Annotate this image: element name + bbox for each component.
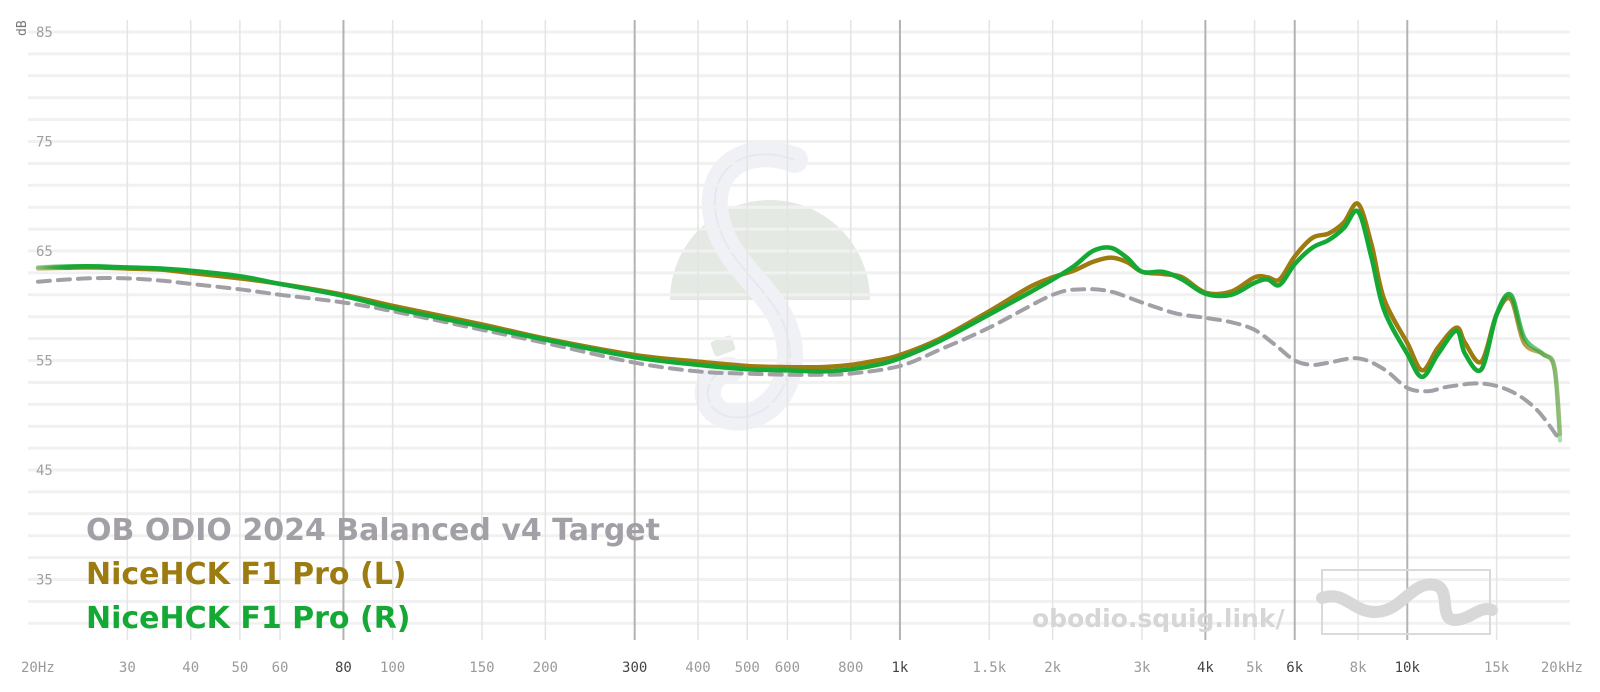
x-tick-label: 8k bbox=[1350, 660, 1367, 676]
x-tick-label: 4k bbox=[1197, 660, 1214, 676]
target-curve bbox=[36, 276, 1562, 443]
grid-lines bbox=[28, 20, 1570, 640]
x-tick-label: 60 bbox=[272, 660, 289, 676]
y-axis-ticks: 85 75 65 55 45 35 bbox=[36, 25, 53, 589]
site-watermark: obodio.squig.link/ bbox=[1032, 604, 1285, 633]
legend-entry-target: OB ODIO 2024 Balanced v4 Target bbox=[86, 513, 660, 548]
x-tick-label: 3k bbox=[1134, 660, 1151, 676]
squig-wave-icon bbox=[1316, 569, 1498, 635]
y-tick-label: 75 bbox=[36, 135, 53, 151]
y-axis-label: dB bbox=[15, 20, 30, 36]
x-tick-label: 200 bbox=[533, 660, 558, 676]
x-tick-label: 80 bbox=[335, 660, 352, 676]
x-tick-label: 150 bbox=[469, 660, 494, 676]
x-tick-label: 500 bbox=[735, 660, 760, 676]
legend: OB ODIO 2024 Balanced v4 Target NiceHCK … bbox=[86, 513, 660, 636]
y-tick-label: 35 bbox=[36, 573, 53, 589]
x-tick-label: 6k bbox=[1286, 660, 1303, 676]
x-tick-label: 600 bbox=[775, 660, 800, 676]
x-tick-label: 10k bbox=[1395, 660, 1421, 676]
y-tick-label: 55 bbox=[36, 354, 53, 370]
x-tick-label: 40 bbox=[182, 660, 199, 676]
x-tick-label: 800 bbox=[838, 660, 863, 676]
x-tick-label: 30 bbox=[119, 660, 136, 676]
x-tick-label: 2k bbox=[1044, 660, 1061, 676]
x-tick-label: 20kHz bbox=[1541, 660, 1583, 676]
legend-entry-left: NiceHCK F1 Pro (L) bbox=[86, 557, 407, 592]
x-axis-ticks: 20Hz 30 40 50 60 80 100 150 200 300 400 500 600 800 1k… bbox=[21, 660, 1583, 676]
y-tick-label: 85 bbox=[36, 25, 53, 41]
y-tick-label: 45 bbox=[36, 463, 53, 479]
y-tick-label: 65 bbox=[36, 244, 53, 260]
x-tick-label: 1.5k bbox=[972, 660, 1006, 676]
squiglink-logo-watermark bbox=[670, 141, 870, 431]
x-tick-label: 15k bbox=[1484, 660, 1510, 676]
x-tick-label: 300 bbox=[622, 660, 647, 676]
left-channel-curve bbox=[35, 201, 1563, 437]
x-tick-label: 400 bbox=[685, 660, 710, 676]
x-tick-label: 1k bbox=[892, 660, 909, 676]
x-tick-label: 100 bbox=[380, 660, 405, 676]
legend-entry-right: NiceHCK F1 Pro (R) bbox=[86, 601, 411, 636]
x-tick-label: 20Hz bbox=[21, 660, 55, 676]
x-tick-label: 50 bbox=[231, 660, 248, 676]
x-tick-label: 5k bbox=[1246, 660, 1263, 676]
right-channel-curve bbox=[35, 208, 1563, 443]
series-lines bbox=[35, 201, 1563, 443]
